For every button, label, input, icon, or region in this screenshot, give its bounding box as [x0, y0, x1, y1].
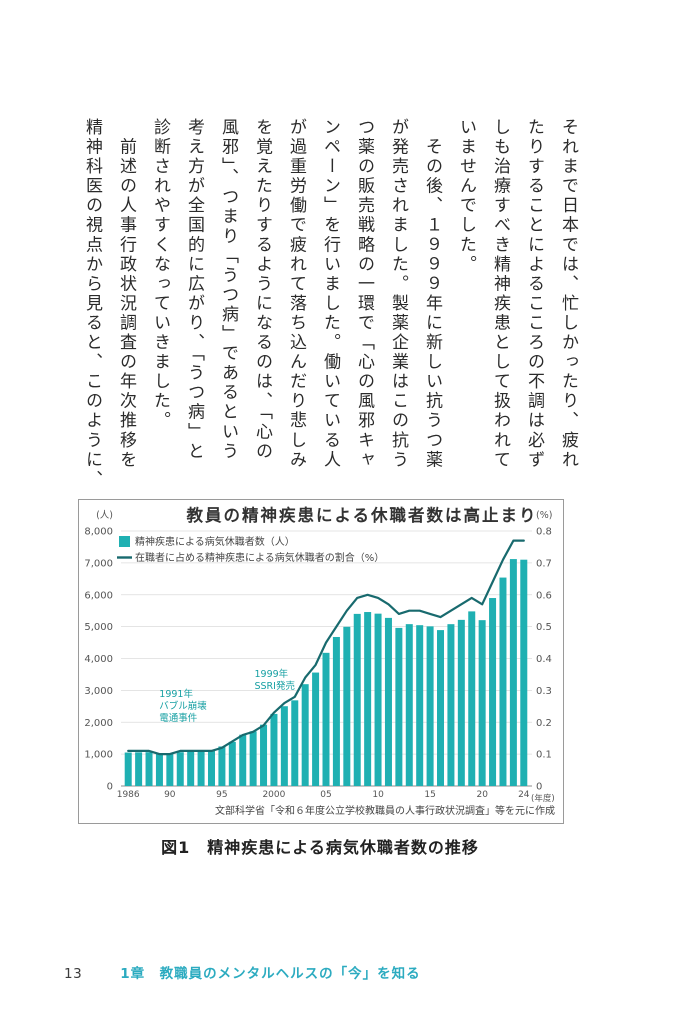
- ratio-line: [127, 539, 525, 756]
- legend-line-label: 在職者に占める精神疾患による病気休職者の割合（%）: [135, 551, 384, 564]
- svg-text:4,000: 4,000: [84, 654, 113, 665]
- svg-text:8,000: 8,000: [84, 527, 113, 538]
- bar: [457, 619, 465, 786]
- svg-text:0.8: 0.8: [536, 527, 552, 538]
- bar: [145, 752, 153, 786]
- bar: [228, 741, 236, 786]
- bar: [364, 612, 372, 786]
- bar: [218, 746, 226, 786]
- svg-text:0.7: 0.7: [536, 558, 552, 569]
- bar: [499, 577, 507, 786]
- chart-title: 教員の精神疾患による休職者数は高止まり: [185, 505, 537, 525]
- svg-text:1986: 1986: [117, 790, 140, 800]
- bar: [395, 627, 403, 786]
- bar: [478, 620, 486, 786]
- svg-text:2,000: 2,000: [84, 718, 113, 729]
- paragraph-2: その後、１９９９年に新しい抗うつ薬 が発売されました。製薬企業はこの抗う つ薬の…: [150, 118, 442, 470]
- legend-bar-swatch: [119, 536, 130, 547]
- bar: [301, 684, 309, 786]
- bar: [447, 624, 455, 786]
- figure-caption: 図1 精神疾患による病気休職者数の推移: [161, 838, 479, 857]
- bar: [353, 613, 361, 787]
- paragraph-3: 前述の人事行政状況調査の年次推移を 精神科医の視点から見ると、このように、: [82, 118, 136, 490]
- svg-text:0: 0: [536, 782, 542, 793]
- page-footer: 13 1章 教職員のメンタルヘルスの「今」を知る: [64, 962, 421, 982]
- svg-text:90: 90: [164, 790, 176, 800]
- bar: [489, 598, 497, 786]
- bar: [197, 750, 205, 786]
- right-axis-labels: 0.8 0.7 0.6 0.5 0.4 0.3 0.2 0.1 0: [536, 527, 552, 793]
- svg-text:15: 15: [424, 790, 435, 800]
- left-axis-labels: 8,000 7,000 6,000 5,000 4,000 3,000 2,000 1,000…: [84, 527, 113, 793]
- bar: [332, 636, 340, 786]
- chapter-title: 1章 教職員のメンタルヘルスの「今」を知る: [120, 966, 421, 982]
- x-axis-unit: (年度): [531, 793, 555, 804]
- figure-chart: 8,000 7,000 6,000 5,000 4,000 3,000 2,000 1,000…: [78, 499, 564, 824]
- annotation-text: 1991年: [159, 688, 193, 700]
- body-text: それまで日本では、忙しかったり、疲れ たりすることによるこころの不調は必ず しも…: [75, 118, 585, 538]
- bar: [437, 630, 445, 786]
- bar: [239, 734, 247, 786]
- legend: 精神疾患による病気休職者数（人） 在職者に占める精神疾患による病気休職者の割合（%…: [117, 535, 384, 564]
- svg-text:0.4: 0.4: [536, 654, 552, 665]
- right-axis-unit: (%): [536, 510, 552, 521]
- bar: [166, 753, 174, 786]
- bar: [291, 700, 299, 786]
- bar: [280, 706, 288, 786]
- bar: [187, 750, 195, 786]
- chart-svg: 8,000 7,000 6,000 5,000 4,000 3,000 2,000 1,000…: [84, 505, 555, 817]
- chart-canvas: 8,000 7,000 6,000 5,000 4,000 3,000 2,000 1,000…: [79, 500, 563, 823]
- bar: [322, 652, 330, 786]
- bar: [207, 750, 215, 786]
- svg-text:7,000: 7,000: [84, 558, 113, 569]
- page-number: 13: [64, 966, 83, 982]
- bar: [260, 724, 268, 786]
- bar: [520, 559, 528, 786]
- svg-text:95: 95: [216, 790, 227, 800]
- annotation-text: SSRI発売: [255, 680, 295, 692]
- x-axis-labels: 1986 90 95 2000 05 10 15 20 24: [117, 790, 530, 800]
- svg-text:0.2: 0.2: [536, 718, 552, 729]
- svg-text:24: 24: [518, 790, 530, 800]
- bar: [176, 752, 184, 786]
- svg-text:0.3: 0.3: [536, 686, 552, 697]
- svg-text:0: 0: [107, 782, 113, 793]
- svg-text:6,000: 6,000: [84, 590, 113, 601]
- svg-text:20: 20: [476, 790, 488, 800]
- svg-text:1,000: 1,000: [84, 750, 113, 761]
- bar: [124, 752, 132, 786]
- legend-bar-label: 精神疾患による病気休職者数（人）: [135, 535, 295, 548]
- svg-text:5,000: 5,000: [84, 622, 113, 633]
- bar: [135, 752, 143, 786]
- bar: [426, 626, 434, 786]
- left-axis-unit: (人): [96, 510, 113, 521]
- svg-text:3,000: 3,000: [84, 686, 113, 697]
- annotation-text: バブル崩壊: [159, 700, 207, 712]
- bar: [374, 613, 382, 786]
- bar: [270, 713, 278, 786]
- svg-text:0.5: 0.5: [536, 622, 552, 633]
- paragraph-1: それまで日本では、忙しかったり、疲れ たりすることによるこころの不調は必ず しも…: [456, 118, 578, 470]
- svg-text:10: 10: [372, 790, 384, 800]
- svg-text:0.6: 0.6: [536, 590, 552, 601]
- svg-text:0.1: 0.1: [536, 750, 552, 761]
- chart-source: 文部科学省「令和６年度公立学校教職員の人事行政状況調査」等を元に作成: [215, 804, 555, 817]
- bar: [312, 672, 320, 786]
- bar: [249, 731, 257, 786]
- bar: [384, 617, 392, 786]
- bar: [343, 626, 351, 786]
- annotation-text: 電通事件: [159, 712, 198, 724]
- bars-series: [124, 559, 528, 787]
- bar: [468, 611, 476, 786]
- annotation-text: 1999年: [255, 668, 289, 680]
- svg-text:05: 05: [320, 790, 331, 800]
- bar: [509, 559, 517, 786]
- bar: [155, 753, 163, 786]
- bar: [416, 625, 424, 786]
- svg-text:2000: 2000: [262, 790, 285, 800]
- bar: [405, 624, 413, 786]
